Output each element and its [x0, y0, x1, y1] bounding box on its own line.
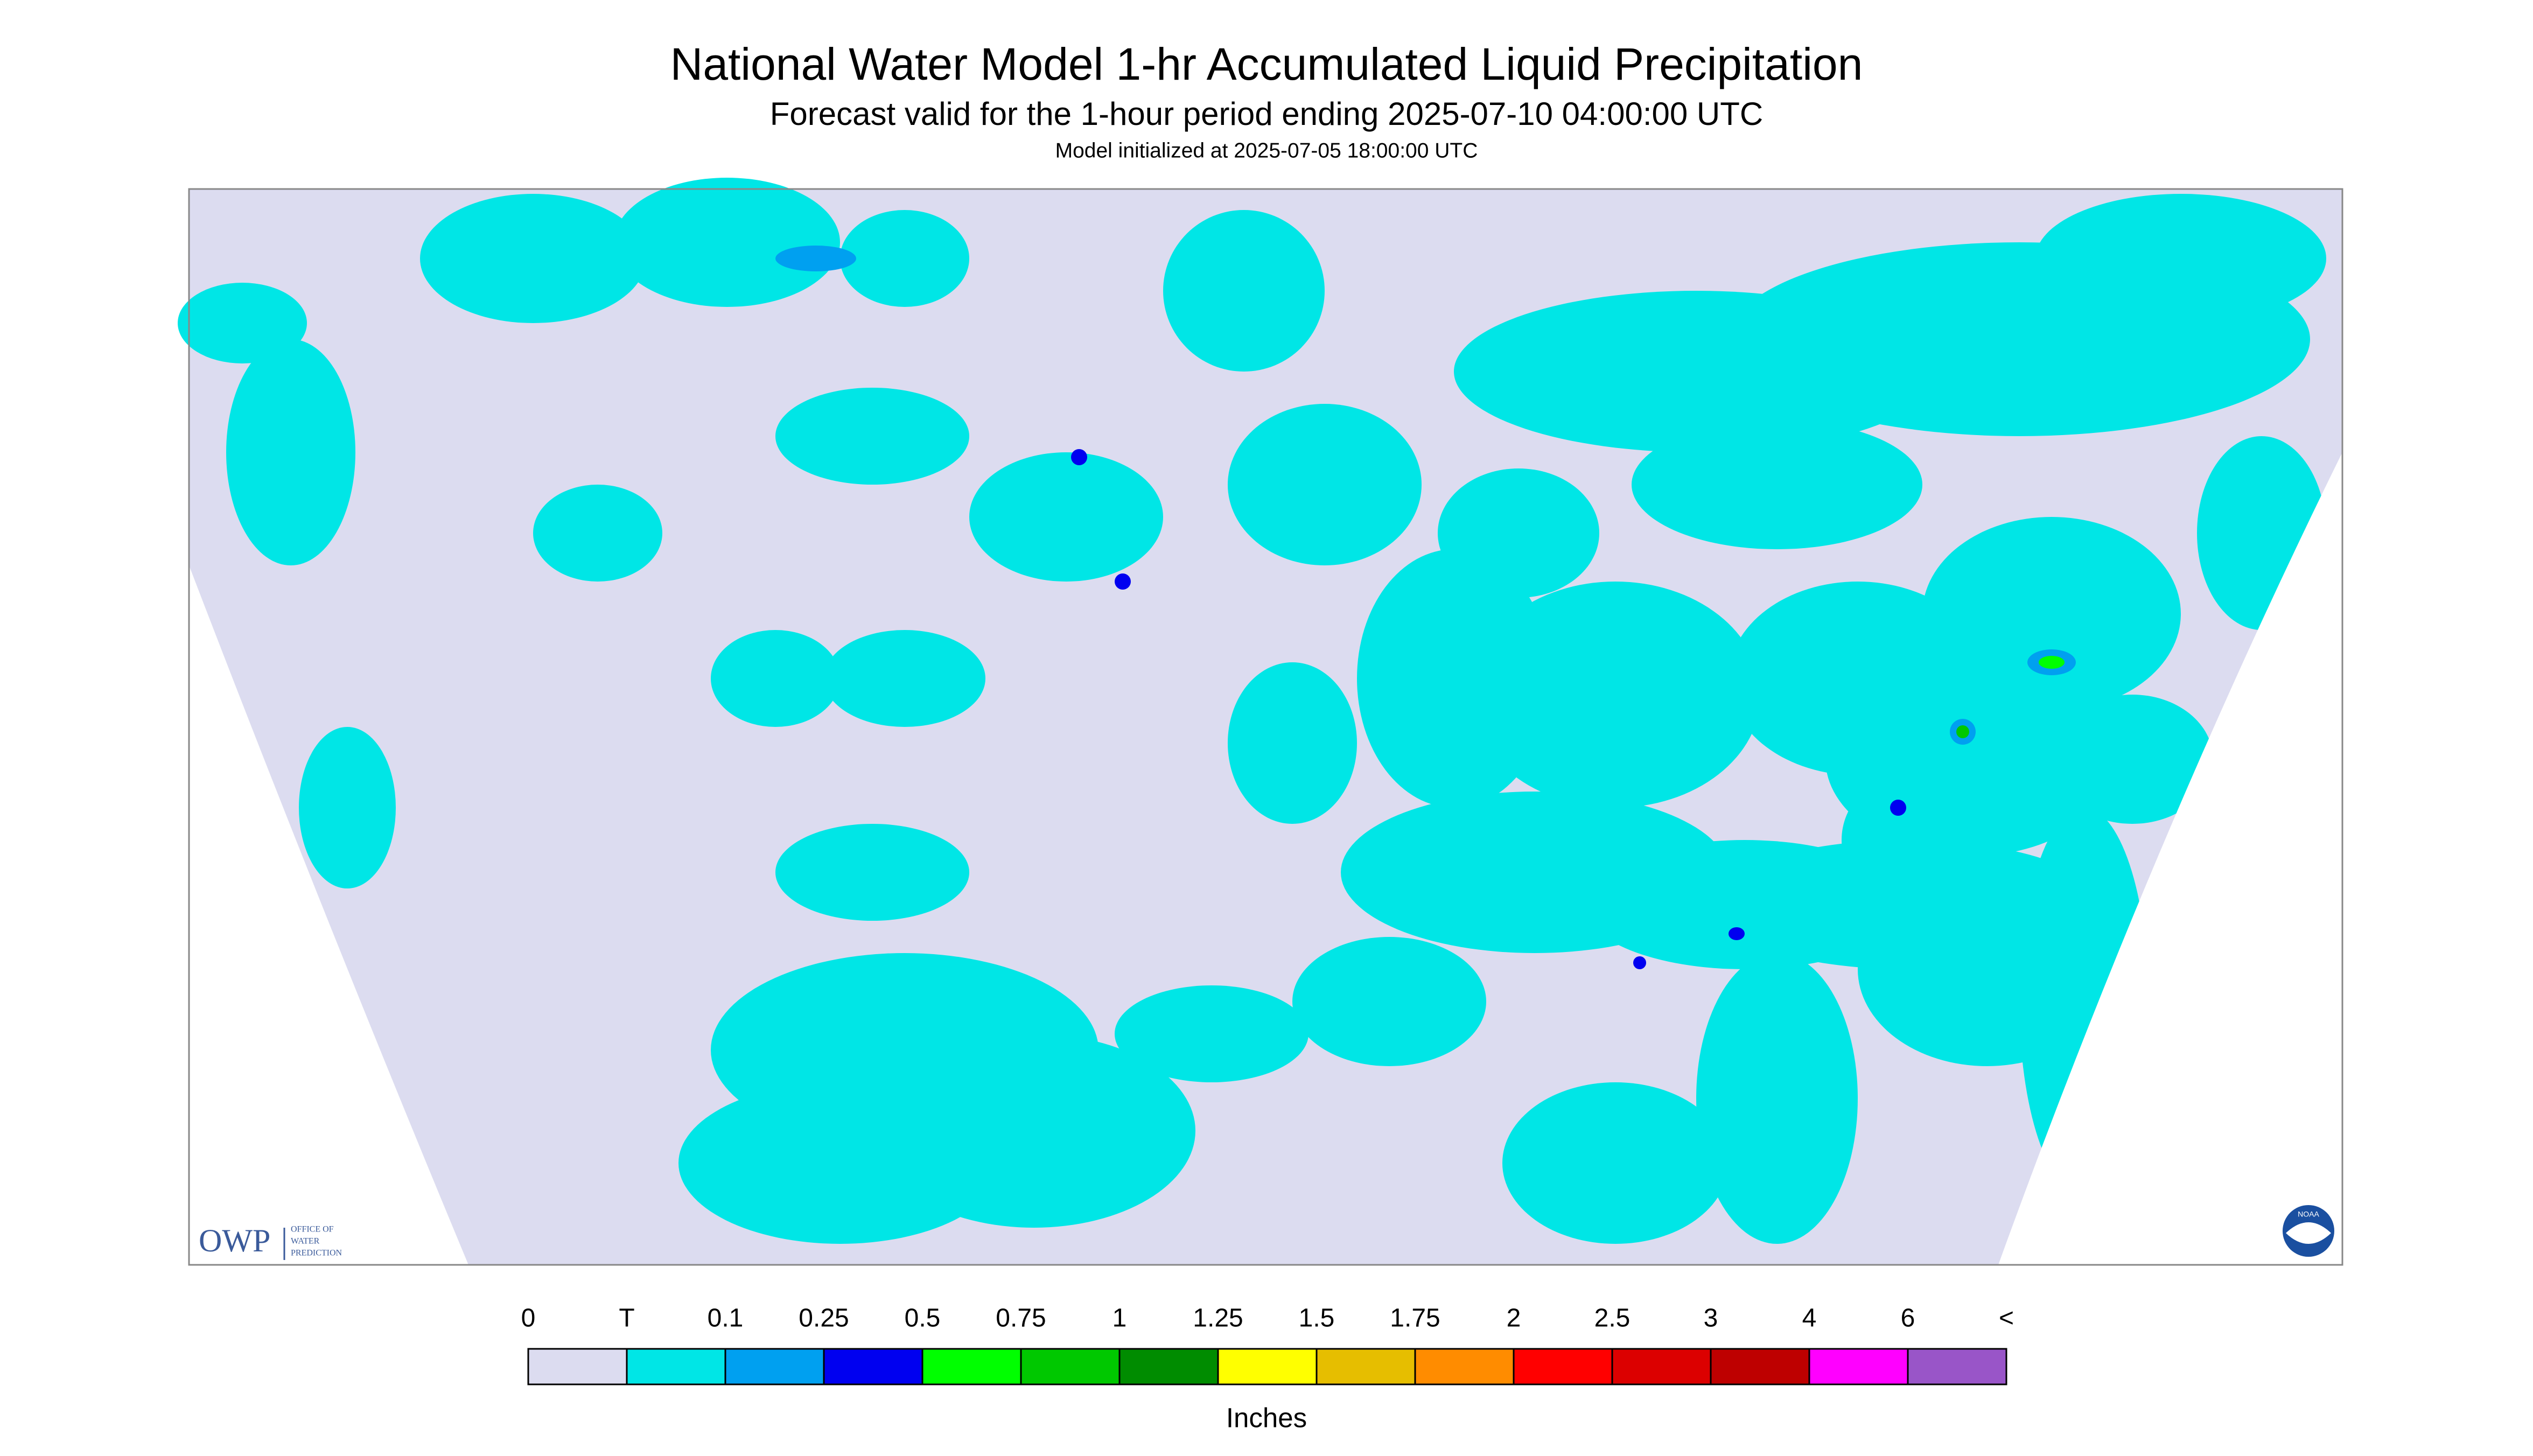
legend-swatch [527, 1348, 628, 1385]
legend-swatch [1907, 1348, 2007, 1385]
map-frame [188, 188, 2343, 1266]
legend-swatch [1414, 1348, 1515, 1385]
precip-area [1163, 210, 1325, 372]
legend-label: 0.1 [708, 1304, 744, 1333]
legend-label: 2 [1507, 1304, 1521, 1333]
legend-label: 0.75 [996, 1304, 1046, 1333]
precip-area [226, 339, 355, 565]
legend-swatch [1118, 1348, 1219, 1385]
precip-area [678, 1082, 1002, 1244]
legend-label: 4 [1802, 1304, 1817, 1333]
legend-swatch [1316, 1348, 1416, 1385]
precip-area [775, 388, 969, 485]
precip-area [1228, 404, 1422, 565]
legend-label: T [619, 1304, 634, 1333]
precip-area [533, 485, 662, 582]
legend-label: 2.5 [1594, 1304, 1631, 1333]
legend-swatch [1217, 1348, 1318, 1385]
precip-area [1922, 517, 2181, 711]
noaa-logo-wave [2286, 1222, 2331, 1244]
map-outside [189, 565, 468, 1265]
precip-spot [1071, 449, 1087, 465]
precip-area [2035, 194, 2326, 323]
precip-area [1502, 1082, 1729, 1244]
map: OWP OFFICE OF WATER PREDICTION NOAA [178, 178, 2343, 1266]
precip-area [178, 283, 307, 363]
legend-label: 0.5 [905, 1304, 941, 1333]
title: National Water Model 1-hr Accumulated Li… [670, 39, 1863, 89]
legend-label: 0.25 [799, 1304, 849, 1333]
precip-area [1696, 953, 1858, 1244]
precip-area [1292, 937, 1486, 1066]
legend: 0 T 0.1 0.25 0.5 0.75 1 1.25 1.5 1.75 2 2.5 3 4 6 < [521, 1304, 2014, 1385]
precip-area [824, 630, 985, 727]
init-time: Model initialized at 2025-07-05 18:00:00… [1055, 139, 1478, 162]
precip-area [969, 452, 1163, 582]
legend-swatch [626, 1348, 726, 1385]
precip-spot [1890, 800, 1906, 816]
legend-label: 1 [1112, 1304, 1127, 1333]
precip-area [840, 210, 969, 307]
subtitle: Forecast valid for the 1-hour period end… [770, 96, 1763, 132]
precip-area [614, 178, 840, 307]
owp-logo-line: WATER [291, 1237, 320, 1246]
precip-area [2052, 695, 2213, 824]
precip-area [1115, 985, 1309, 1082]
noaa-logo-text: NOAA [2298, 1210, 2319, 1219]
precip-area [711, 630, 840, 727]
precip-area [1842, 775, 1971, 905]
precip-area [1632, 420, 1922, 549]
precip-area [1470, 582, 1761, 808]
legend-label: 1.75 [1390, 1304, 1440, 1333]
legend-label: < [1999, 1304, 2014, 1333]
owp-logo: OWP [199, 1223, 270, 1258]
legend-units: Inches [1226, 1402, 1307, 1433]
precip-spot [775, 246, 856, 271]
legend-swatch [1710, 1348, 1810, 1385]
precip-spot [1633, 956, 1646, 969]
legend-swatch [1808, 1348, 1909, 1385]
precip-areas [178, 178, 2326, 1244]
precip-spot [1115, 573, 1131, 590]
precip-area [1228, 662, 1357, 824]
legend-swatch [724, 1348, 825, 1385]
legend-label: 1.25 [1193, 1304, 1243, 1333]
legend-label: 0 [521, 1304, 536, 1333]
legend-label: 6 [1901, 1304, 1915, 1333]
precip-spot [1956, 725, 1969, 738]
precip-spot [1729, 927, 1745, 940]
precip-area [420, 194, 646, 323]
legend-swatch [1513, 1348, 1613, 1385]
legend-label: 3 [1704, 1304, 1718, 1333]
legend-swatch [823, 1348, 923, 1385]
precip-area [299, 727, 396, 888]
precip-area [775, 824, 969, 921]
legend-swatch [921, 1348, 1022, 1385]
owp-logo-line: PREDICTION [291, 1249, 342, 1258]
precip-spot [2039, 656, 2065, 669]
map-outside [1998, 452, 2342, 1265]
precip-area [1438, 468, 1599, 598]
legend-swatch [1020, 1348, 1121, 1385]
owp-logo-line: OFFICE OF [291, 1225, 334, 1234]
legend-label: 1.5 [1299, 1304, 1335, 1333]
legend-swatch [1611, 1348, 1712, 1385]
